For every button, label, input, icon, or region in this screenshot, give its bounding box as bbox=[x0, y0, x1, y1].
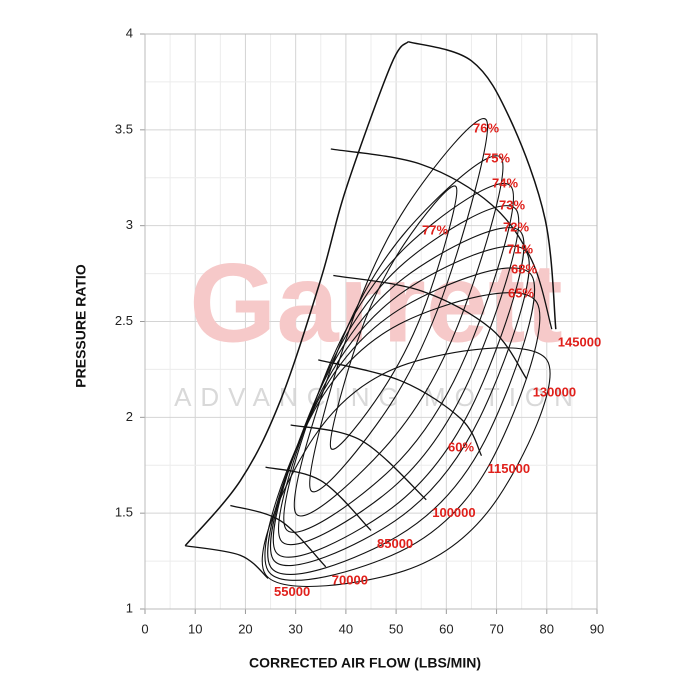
efficiency-label: 76% bbox=[473, 120, 499, 135]
y-tick-label: 3.5 bbox=[115, 121, 133, 136]
watermark-tagline: ADVANCING MOTION bbox=[174, 382, 582, 412]
speed-label: 145000 bbox=[558, 335, 601, 350]
speed-label: 130000 bbox=[533, 384, 576, 399]
speed-line bbox=[333, 274, 528, 380]
speed-label: 55000 bbox=[274, 584, 310, 599]
speed-line bbox=[330, 148, 553, 330]
speed-line bbox=[290, 424, 427, 501]
y-tick-label: 2 bbox=[126, 409, 133, 424]
efficiency-island bbox=[309, 118, 488, 493]
map-lines bbox=[184, 40, 557, 588]
efficiency-island bbox=[267, 267, 536, 575]
efficiency-label: 74% bbox=[492, 175, 518, 190]
efficiency-label: 77% bbox=[422, 222, 448, 237]
x-tick-label: 30 bbox=[288, 621, 302, 636]
efficiency-island bbox=[264, 292, 541, 581]
efficiency-island bbox=[261, 347, 551, 588]
y-tick-label: 1.5 bbox=[115, 505, 133, 520]
x-tick-label: 60 bbox=[439, 621, 453, 636]
efficiency-island bbox=[278, 205, 520, 546]
efficiency-island bbox=[283, 182, 514, 533]
speed-line bbox=[265, 466, 372, 531]
speed-label: 100000 bbox=[432, 505, 475, 520]
x-tick-label: 20 bbox=[238, 621, 252, 636]
efficiency-label: 68% bbox=[511, 261, 537, 276]
efficiency-label: 75% bbox=[484, 150, 510, 165]
efficiency-island bbox=[272, 227, 525, 558]
speed-label: 115000 bbox=[487, 461, 530, 476]
x-tick-label: 90 bbox=[590, 621, 604, 636]
y-axis-title: PRESSURE RATIO bbox=[73, 264, 89, 388]
speed-line bbox=[185, 545, 269, 579]
y-tick-label: 4 bbox=[126, 25, 133, 40]
x-tick-label: 50 bbox=[389, 621, 403, 636]
y-tick-label: 2.5 bbox=[115, 313, 133, 328]
x-tick-label: 10 bbox=[188, 621, 202, 636]
x-tick-label: 0 bbox=[141, 621, 148, 636]
efficiency-label: 60% bbox=[448, 439, 474, 454]
efficiency-island bbox=[329, 185, 458, 450]
efficiency-label: 71% bbox=[507, 241, 533, 256]
grid: 0 10 20 30 40 50 60 70 80 90 1 1.5 2 2.5 3 3.5 4 bbox=[115, 25, 604, 636]
surge-line bbox=[184, 41, 409, 547]
efficiency-label: 65% bbox=[508, 285, 534, 300]
speed-line bbox=[318, 359, 483, 456]
y-tick-label: 3 bbox=[126, 217, 133, 232]
speed-label: 70000 bbox=[332, 572, 368, 587]
speed-line bbox=[230, 504, 327, 568]
efficiency-label: 72% bbox=[503, 219, 529, 234]
labels: 77% 76% 75% 74% 73% 72% 71% 68% 65% 60% 55000 70000… bbox=[274, 120, 601, 598]
max-speed-line bbox=[407, 40, 557, 330]
efficiency-label: 73% bbox=[499, 197, 525, 212]
x-tick-label: 70 bbox=[489, 621, 503, 636]
speed-label: 85000 bbox=[377, 536, 413, 551]
x-axis-title: CORRECTED AIR FLOW (LBS/MIN) bbox=[249, 655, 481, 671]
x-tick-label: 80 bbox=[540, 621, 554, 636]
plot-frame bbox=[144, 33, 598, 610]
y-tick-label: 1 bbox=[126, 600, 133, 615]
x-tick-label: 40 bbox=[339, 621, 353, 636]
efficiency-island bbox=[270, 245, 530, 567]
